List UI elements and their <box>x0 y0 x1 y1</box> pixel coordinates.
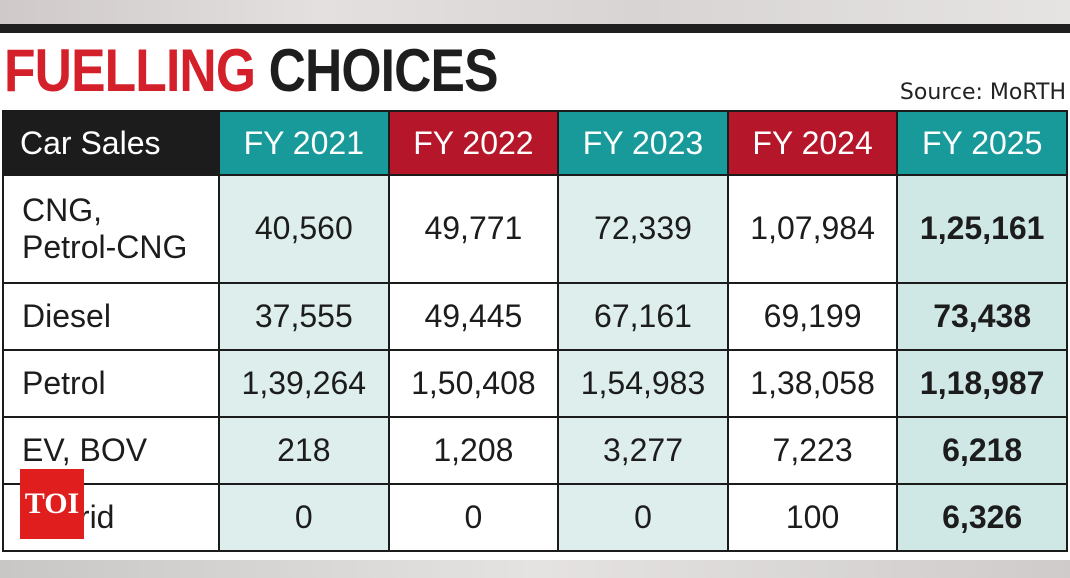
table-cell-highlight: 6,326 <box>896 482 1068 553</box>
table-cell-highlight: 6,218 <box>896 415 1068 485</box>
column-header-highlight: FY 2025 <box>896 110 1068 176</box>
table-cell: 1,54,983 <box>557 348 729 418</box>
table-cell: 40,560 <box>218 174 390 284</box>
table-cell-highlight: 73,438 <box>896 281 1068 351</box>
table-cell: 1,50,408 <box>387 348 560 418</box>
row-header-title: Car Sales <box>2 110 220 176</box>
table-cell: 49,445 <box>387 281 560 351</box>
table-header-row: Car Sales FY 2021 FY 2022 FY 2023 FY 202… <box>2 110 1068 176</box>
table-cell: 0 <box>387 482 560 553</box>
table-row: Petrol 1,39,264 1,50,408 1,54,983 1,38,0… <box>2 348 1068 418</box>
table-cell-highlight: 1,25,161 <box>896 174 1068 284</box>
table-cell: 7,223 <box>726 415 899 485</box>
headline-word-2: CHOICES <box>268 37 499 104</box>
table-cell: 0 <box>218 482 390 553</box>
headline-word-1: FUELLING <box>4 37 256 104</box>
column-header: FY 2021 <box>218 110 390 176</box>
row-label: Petrol <box>2 348 220 418</box>
table-row: CNG, Petrol-CNG 40,560 49,771 72,339 1,07… <box>2 174 1068 284</box>
table-cell: 37,555 <box>218 281 390 351</box>
table-row: Hybrid 0 0 0 100 6,326 <box>2 482 1068 553</box>
column-header: FY 2024 <box>726 110 899 176</box>
table-cell: 218 <box>218 415 390 485</box>
table-row: EV, BOV 218 1,208 3,277 7,223 6,218 <box>2 415 1068 485</box>
top-blur-strip <box>0 0 1070 26</box>
top-rule <box>0 24 1070 33</box>
row-label-line-2: Petrol-CNG <box>22 228 188 265</box>
column-header: FY 2022 <box>387 110 560 176</box>
row-label: Diesel <box>2 281 220 351</box>
toi-logo: TOI <box>20 469 84 539</box>
table-cell-highlight: 1,18,987 <box>896 348 1068 418</box>
headline: FUELLING CHOICES <box>4 36 499 106</box>
column-header: FY 2023 <box>557 110 729 176</box>
table-cell: 72,339 <box>557 174 729 284</box>
bottom-blur-strip <box>0 560 1070 578</box>
car-sales-table: Car Sales FY 2021 FY 2022 FY 2023 FY 202… <box>2 110 1068 553</box>
row-label-line-1: CNG, <box>22 192 102 229</box>
table-cell: 67,161 <box>557 281 729 351</box>
table-cell: 1,07,984 <box>726 174 899 284</box>
table-cell: 3,277 <box>557 415 729 485</box>
table-cell: 49,771 <box>387 174 560 284</box>
table-cell: 1,38,058 <box>726 348 899 418</box>
table-cell: 1,208 <box>387 415 560 485</box>
table-cell: 1,39,264 <box>218 348 390 418</box>
source-note: Source: MoRTH <box>899 80 1066 105</box>
table-cell: 100 <box>726 482 899 553</box>
table-cell: 69,199 <box>726 281 899 351</box>
row-label: CNG, Petrol-CNG <box>2 174 220 284</box>
table-cell: 0 <box>557 482 729 553</box>
table-row: Diesel 37,555 49,445 67,161 69,199 73,43… <box>2 281 1068 351</box>
